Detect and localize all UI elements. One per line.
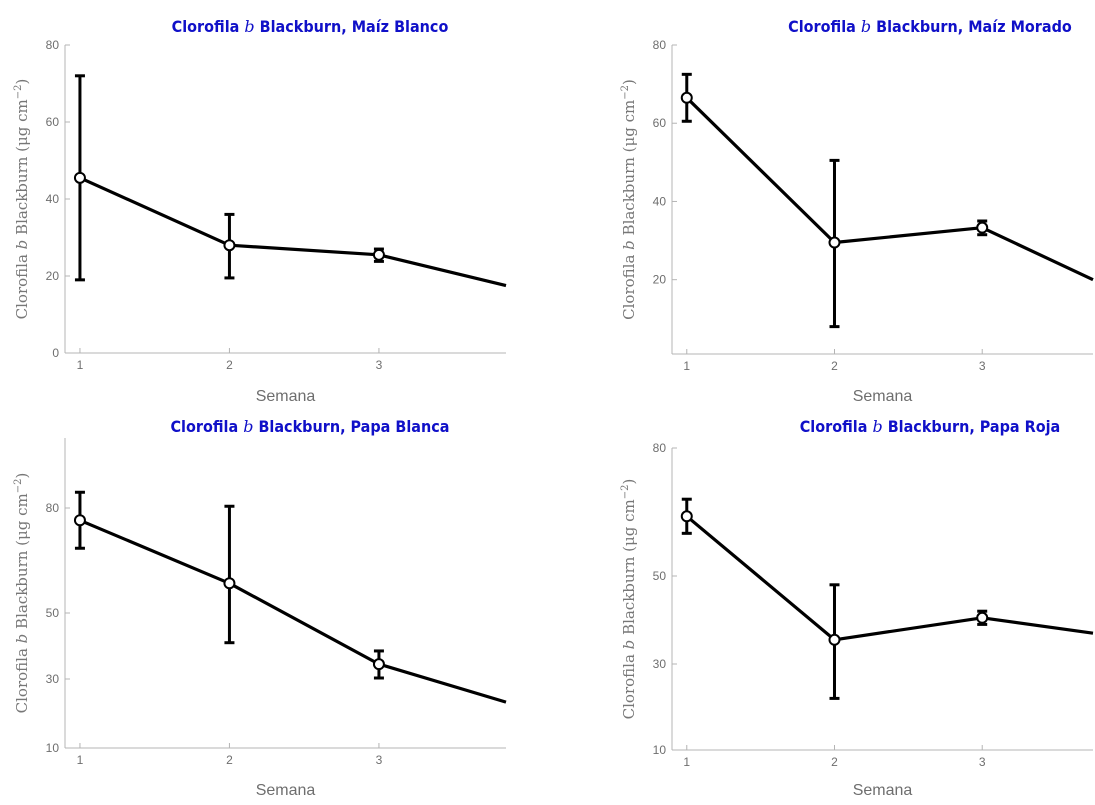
x-tick-label: 1 xyxy=(77,753,84,767)
series-line xyxy=(79,518,507,704)
chart-title: Clorofila b Blackburn, Maíz Blanco xyxy=(172,17,449,36)
x-tick-label: 2 xyxy=(226,358,233,372)
y-tick-label: 40 xyxy=(653,194,667,208)
data-point xyxy=(73,171,86,184)
panel-1: 0 20 40 60 80 1 2 3 Clorofila b Blackburn, Maíz … xyxy=(13,17,507,405)
x-tick-label: 1 xyxy=(683,359,690,373)
chart-title: Clorofila b Blackburn, Papa Roja xyxy=(800,417,1061,436)
data-point xyxy=(828,633,841,646)
data-point xyxy=(223,239,236,252)
panel-2: 20 40 60 80 1 2 3 Clorofila b Blackburn, Maíz M… xyxy=(620,17,1094,405)
y-tick-label: 80 xyxy=(46,38,60,52)
series-line xyxy=(685,515,1094,642)
data-point xyxy=(372,248,385,261)
x-axis-label: Semana xyxy=(256,782,316,799)
x-tick-label: 2 xyxy=(831,755,838,769)
data-point xyxy=(976,611,989,624)
x-tick-label: 3 xyxy=(979,755,986,769)
y-tick-label: 20 xyxy=(653,273,667,287)
y-axis-label: Clorofila b Blackburn (μg cm−2) xyxy=(620,79,638,320)
x-axis-label: Semana xyxy=(853,782,913,799)
x-tick-label: 2 xyxy=(226,753,233,767)
data-point xyxy=(223,577,236,590)
x-axis-label: Semana xyxy=(853,388,913,405)
x-tick-label: 3 xyxy=(979,359,986,373)
y-axis-label: Clorofila b Blackburn (μg cm−2) xyxy=(13,79,31,320)
y-tick-label: 80 xyxy=(653,38,667,52)
y-tick-label: 10 xyxy=(653,743,667,757)
y-axis-label: Clorofila b Blackburn (μg cm−2) xyxy=(13,473,31,714)
panel-3: 10 30 50 80 1 2 3 Clorofila b Blackburn, Papa B… xyxy=(13,417,507,799)
y-tick-label: 50 xyxy=(653,569,667,583)
y-tick-label: 50 xyxy=(46,606,60,620)
series-line xyxy=(685,96,1094,282)
x-axis-label: Semana xyxy=(256,388,316,405)
y-tick-label: 80 xyxy=(46,501,60,515)
data-point xyxy=(680,91,693,104)
y-tick-label: 30 xyxy=(653,657,667,671)
y-tick-label: 80 xyxy=(653,441,667,455)
x-tick-label: 1 xyxy=(77,358,84,372)
y-tick-label: 0 xyxy=(52,346,59,360)
chart-title: Clorofila b Blackburn, Papa Blanca xyxy=(170,417,449,436)
chart-title: Clorofila b Blackburn, Maíz Morado xyxy=(788,17,1072,36)
panel-4: 10 30 50 80 1 2 3 Clorofila b Blackburn, Papa R… xyxy=(620,417,1094,799)
data-point xyxy=(680,510,693,523)
series-line xyxy=(79,176,507,288)
y-tick-label: 60 xyxy=(46,115,60,129)
error-bar xyxy=(224,504,235,645)
x-tick-label: 3 xyxy=(376,753,383,767)
y-tick-label: 30 xyxy=(46,672,60,686)
y-tick-label: 10 xyxy=(46,741,60,755)
y-tick-label: 40 xyxy=(46,192,60,206)
x-tick-label: 2 xyxy=(831,359,838,373)
data-point xyxy=(73,514,86,527)
x-tick-label: 3 xyxy=(376,358,383,372)
y-tick-label: 60 xyxy=(653,116,667,130)
x-tick-label: 1 xyxy=(683,755,690,769)
data-point xyxy=(828,236,841,249)
y-tick-label: 20 xyxy=(46,269,60,283)
y-axis-label: Clorofila b Blackburn (μg cm−2) xyxy=(620,479,638,720)
data-point xyxy=(976,221,989,234)
data-point xyxy=(372,658,385,671)
